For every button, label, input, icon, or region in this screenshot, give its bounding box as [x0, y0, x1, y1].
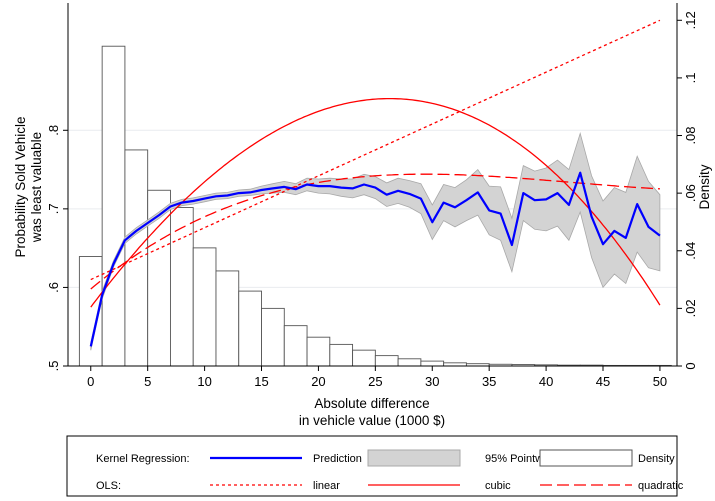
axes: 0 5 10 15 20 25 30 35 40 45 50 .5 .6 .7 .8 0 .02 .04 .06 .0… — [46, 3, 698, 389]
y-left-tick-label: .6 — [46, 282, 61, 293]
density-bar — [124, 149, 149, 367]
density-bar — [306, 336, 331, 367]
density-bar — [238, 290, 262, 367]
legend-linear-label: linear — [313, 480, 340, 492]
ci-band — [90, 131, 661, 351]
y-right-tick-label: 0 — [683, 362, 698, 369]
y-left-axis-title-line1: Probability Sold Vehicle — [13, 116, 28, 257]
y-left-axis-title: Probability Sold Vehicle was least valua… — [13, 116, 44, 257]
legend: Kernel Regression: OLS: Prediction 95% P… — [66, 435, 684, 497]
y-right-tick-label: .1 — [683, 72, 698, 83]
x-tick-label: 25 — [368, 374, 382, 389]
density-bar — [192, 247, 217, 367]
x-tick-label: 5 — [144, 374, 151, 389]
density-bar — [397, 358, 422, 367]
x-tick-label: 50 — [653, 374, 667, 389]
density-bar — [169, 207, 194, 367]
x-tick-label: 30 — [425, 374, 439, 389]
y-right-axis-title-text: Density — [697, 164, 712, 209]
y-right-tick-label: .12 — [683, 11, 698, 29]
density-bar — [261, 307, 285, 367]
density-bar — [352, 349, 376, 367]
x-tick-label: 0 — [87, 374, 94, 389]
prediction-line — [89, 171, 661, 347]
y-right-axis-title: Density — [697, 164, 712, 209]
x-tick-label: 35 — [482, 374, 496, 389]
y-right-tick-label: .04 — [683, 242, 698, 260]
ols-linear-line — [90, 19, 661, 281]
y-left-tick-label: .7 — [46, 203, 61, 214]
y-left-tick-label: .5 — [46, 361, 61, 372]
legend-prediction-label: Prediction — [313, 453, 362, 465]
legend-row2-label: OLS: — [96, 480, 121, 492]
density-bar — [374, 355, 399, 367]
legend-row1-label: Kernel Regression: — [96, 453, 190, 465]
legend-density-label: Density — [638, 453, 675, 465]
y-right-tick-label: .02 — [683, 299, 698, 317]
ols-cubic-line — [90, 97, 661, 308]
legend-density-swatch — [539, 449, 633, 467]
x-tick-label: 10 — [197, 374, 211, 389]
x-tick-label: 45 — [596, 374, 610, 389]
legend-ci-swatch — [367, 449, 461, 467]
y-left-axis-title-line2: was least valuable — [29, 132, 44, 243]
x-axis-title-line1: Absolute difference — [314, 396, 429, 411]
x-tick-label: 15 — [254, 374, 268, 389]
x-tick-label: 20 — [311, 374, 325, 389]
density-bar — [283, 325, 308, 367]
x-axis-title-line2: in vehicle value (1000 $) — [299, 413, 445, 428]
density-bar — [215, 270, 240, 367]
x-tick-label: 40 — [539, 374, 553, 389]
y-right-tick-label: .08 — [683, 126, 698, 144]
ols-quadratic-line — [90, 173, 660, 290]
y-left-tick-label: .8 — [46, 125, 61, 136]
density-bar — [329, 343, 354, 367]
density-bar — [101, 45, 126, 367]
legend-quadratic-label: quadratic — [638, 480, 684, 492]
density-bar — [420, 360, 445, 367]
legend-cubic-label: cubic — [485, 480, 511, 492]
y-right-tick-label: .06 — [683, 184, 698, 202]
